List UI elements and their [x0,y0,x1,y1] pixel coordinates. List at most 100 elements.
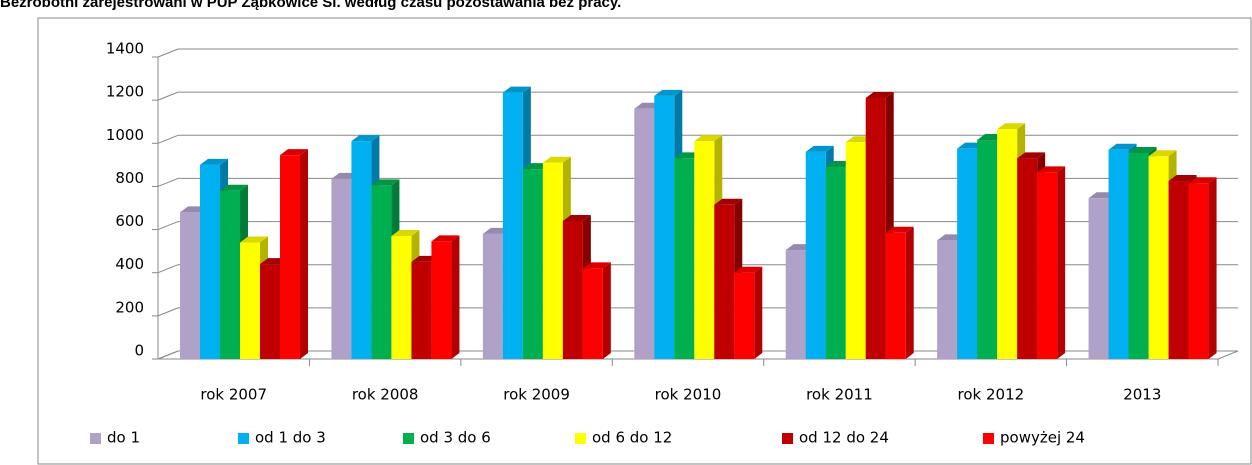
y-tick-label: 800 [115,169,144,187]
bar [1148,156,1169,359]
bar [1108,149,1129,359]
bar [997,129,1018,359]
bar [371,185,392,359]
bar-side [451,235,460,359]
bar [482,233,503,359]
bar-top [1037,166,1066,173]
bar-top [805,145,834,152]
y-tick-label: 600 [115,212,144,230]
bar [957,148,978,359]
bar [1088,198,1109,359]
bar [180,212,200,359]
bar [351,141,372,359]
legend-label: od 3 do 6 [420,429,491,447]
bar-top [1128,146,1157,153]
bar [1168,181,1189,359]
bar-top [1108,143,1137,150]
bar [502,92,523,359]
legend-swatch [983,433,994,444]
bar [1128,152,1149,359]
bar-top [1168,175,1197,182]
legend-label: do 1 [107,429,140,447]
bar-top [240,236,268,243]
y-tick-label: 200 [115,298,144,316]
bar-side [602,262,611,359]
bar [260,264,280,359]
bar-top [542,156,571,163]
bar [654,95,675,359]
bar-side [754,266,763,359]
bar [411,261,432,359]
bar [431,241,452,359]
grid-slant [157,350,179,360]
bar-top [1188,177,1217,184]
bar [562,220,583,359]
x-tick-label: 2013 [1123,386,1161,404]
bar-top [562,214,591,221]
bar-top [1148,150,1177,157]
bar-top [200,158,228,165]
bar [1188,183,1209,359]
legend-swatch [238,433,249,444]
bar-top [885,226,914,233]
y-tick-label: 400 [115,255,144,273]
bar-top [351,135,380,142]
bar [391,236,412,359]
bar [825,167,846,359]
bar [1037,172,1058,359]
bar [865,97,886,359]
bar-top [997,123,1026,130]
bar [280,155,300,359]
bar [694,141,715,359]
x-tick-label: rok 2010 [655,386,722,404]
bar [674,158,695,359]
bar-top [280,149,308,156]
bar [977,140,998,359]
y-tick-label: 0 [134,342,144,360]
bar [845,142,866,359]
grid-slant [157,307,179,317]
bar-top [694,135,723,142]
bar [240,242,260,359]
bar-top [654,89,683,96]
legend-label: od 12 do 24 [799,429,889,447]
legend-label: od 1 do 3 [255,429,326,447]
legend-label: powyżej 24 [1000,429,1085,447]
legend-label: od 6 do 12 [592,429,672,447]
bar [634,108,655,360]
bar-top [502,86,531,93]
grid-slant [157,264,179,274]
x-tick-label: rok 2011 [806,386,873,404]
bar [1017,158,1038,359]
legend-swatch [90,433,101,444]
bar [582,268,603,359]
bar-side [1208,177,1217,359]
bar-side [1057,166,1066,359]
grid-slant [157,48,179,58]
x-tick-label: rok 2007 [200,386,267,404]
bar-top [431,235,460,242]
x-tick-label: rok 2012 [958,386,1025,404]
bar-side [905,226,914,359]
bar-top [865,91,894,98]
bar [885,232,906,359]
bar [734,272,755,359]
grid-slant [157,91,179,101]
grid-slant [157,177,179,187]
bar [542,162,563,359]
bar [331,178,352,359]
bar-top [391,230,420,237]
bar [805,151,826,359]
x-tick-label: rok 2009 [503,386,570,404]
bar [220,190,240,359]
grid-slant [157,221,179,231]
y-tick-label: 1000 [106,126,144,144]
bar-top [734,266,763,273]
bar-top [1017,152,1046,159]
y-tick-label: 1200 [106,83,144,101]
bar [937,240,958,359]
legend-swatch [782,433,793,444]
chart-title: Bezrobotni zarejestrowani w PUP Ząbkowic… [0,0,621,11]
x-tick-label: rok 2008 [352,386,419,404]
